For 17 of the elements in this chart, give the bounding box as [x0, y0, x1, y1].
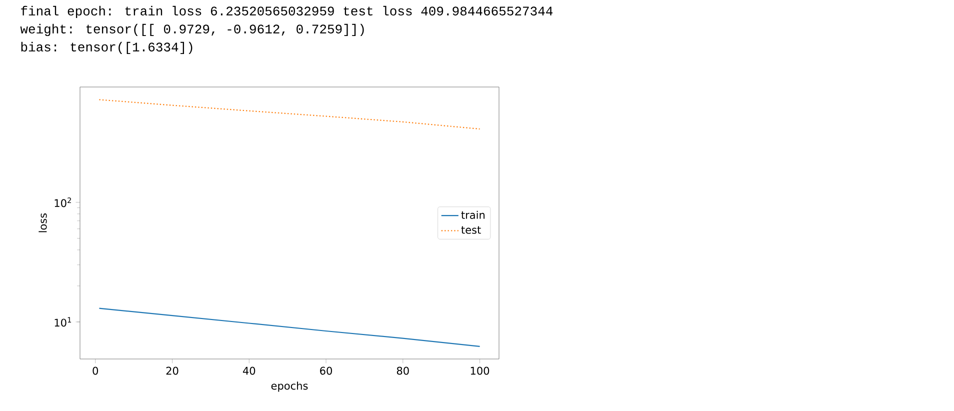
y-tick-label: 10$^{1}$ [54, 317, 72, 327]
legend-label: test [461, 226, 481, 234]
text: weight: tensor([[ 0.9729, -0.9612, 0.7259]]) [20, 24, 364, 36]
x-tick-label: 60 [320, 366, 332, 375]
x-tick-label: 100 [470, 366, 490, 375]
x-tick-label: 80 [396, 366, 409, 375]
x-tick-label: 0 [92, 366, 98, 375]
text: final epoch: train loss 6.23520565032959 test loss 409.9844665527344 [21, 6, 553, 18]
y-axis-title: loss [38, 213, 47, 232]
y-tick-label: 10$^{2}$ [54, 198, 71, 208]
x-tick-label: 20 [166, 366, 178, 375]
x-tick-label: 40 [242, 366, 256, 375]
legend-label: train [461, 210, 485, 219]
line-series [98, 99, 480, 130]
line-series [98, 308, 480, 347]
x-axis-title: epochs [271, 382, 308, 392]
text: bias: tensor([1.6334]) [21, 42, 192, 54]
